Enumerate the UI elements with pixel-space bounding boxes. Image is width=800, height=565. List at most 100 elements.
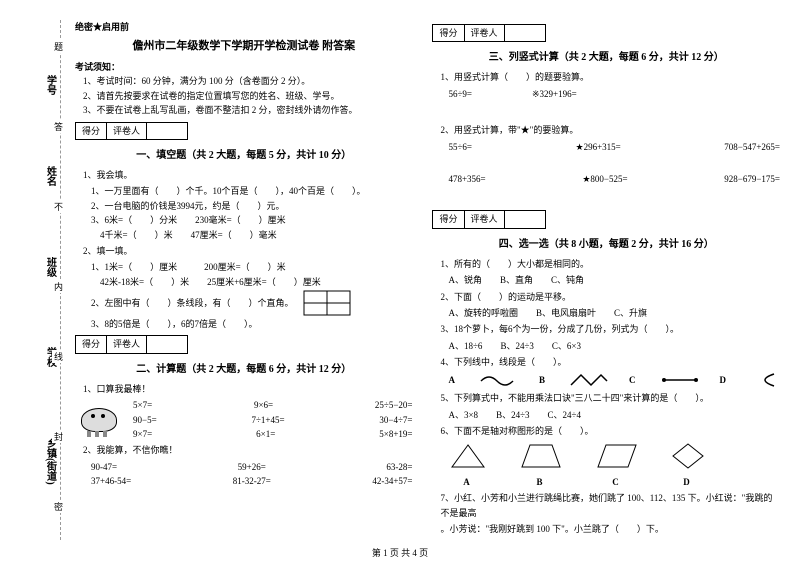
q1-line: 2、一台电脑的价钱是3994元，约是（ ）元。 — [91, 199, 412, 213]
mc-opt: A、3×8 — [448, 410, 478, 420]
calc-cell: 478+356= — [448, 172, 485, 186]
mc-opt: A、旋转的呼啦圈 — [448, 308, 518, 318]
mc-opt: C、6×3 — [552, 341, 581, 351]
calc-cell: 90−5= — [133, 413, 157, 427]
notice-title: 考试须知： — [75, 60, 412, 74]
sec3-q2: 2、用竖式计算，带"★"的要验算。 — [440, 123, 780, 137]
page-content: 绝密★启用前 儋州市二年级数学下学期开学检测试卷 附答案 考试须知： 1、考试时… — [75, 20, 780, 545]
notice-item: 3、不要在试卷上乱写乱画，卷面不整洁扣 2 分，密封线外请勿作答。 — [83, 103, 412, 117]
calc-cell: ★296+315= — [576, 140, 621, 154]
grader-label: 评卷人 — [465, 211, 505, 227]
shape-option: D — [670, 441, 706, 490]
score-box: 得分 评卷人 — [75, 122, 188, 140]
calc-cell: 59+26= — [238, 460, 266, 474]
section-1-title: 一、填空题（共 2 大题，每题 5 分，共计 10 分） — [75, 148, 412, 164]
vlabel-id: 学号 — [43, 75, 58, 95]
dot-label: 封 — [52, 430, 65, 443]
mc-q2: 2、下面（ ）的运动是平移。 — [440, 290, 780, 304]
trapezoid-icon — [518, 441, 564, 471]
segment-line-icon — [660, 371, 700, 389]
calc-cell: 6×1= — [256, 427, 275, 441]
page-footer: 第 1 页 共 4 页 — [372, 546, 428, 559]
q1-line: 4千米=（ ）米 47厘米=（ ）毫米 — [91, 228, 412, 242]
calc-cell: ※329+196= — [532, 87, 577, 101]
mc-opt: D — [720, 373, 727, 387]
calc-cell: 7÷1+45= — [251, 413, 284, 427]
notice-item: 1、考试时间：60 分钟，满分为 100 分（含卷面分 2 分）。 — [83, 74, 412, 88]
mc-q6: 6、下面不是轴对称图形的是（ ）。 — [440, 424, 780, 438]
calc-cell: 90-47= — [91, 460, 117, 474]
calc-cell: 9×7= — [133, 427, 152, 441]
grader-label: 评卷人 — [107, 336, 147, 352]
q1-line: 1、一万里面有（ ）个千。10个百是（ ），40个百是（ ）。 — [91, 184, 412, 198]
score-blank — [147, 123, 187, 139]
section-2-title: 二、计算题（共 2 大题，每题 6 分，共计 12 分） — [75, 362, 412, 378]
dot-label: 不 — [52, 200, 65, 213]
mc-opt: B、24÷3 — [500, 341, 533, 351]
mc-opt: B、直角 — [500, 275, 533, 285]
score-label: 得分 — [76, 336, 107, 352]
wave-line-icon — [479, 371, 519, 389]
score-box: 得分 评卷人 — [432, 210, 545, 228]
vlabel-name: 姓名 — [43, 166, 58, 186]
notice-list: 1、考试时间：60 分钟，满分为 100 分（含卷面分 2 分）。 2、请首先按… — [83, 74, 412, 117]
arc-line-icon — [750, 371, 780, 389]
right-column: 得分 评卷人 三、列竖式计算（共 2 大题，每题 6 分，共计 12 分） 1、… — [432, 20, 780, 545]
calc-q1-title: 1、口算我最棒！ — [83, 382, 412, 396]
zigzag-line-icon — [569, 371, 609, 389]
calc-cell: 5×8+19= — [379, 427, 412, 441]
secret-label: 绝密★启用前 — [75, 20, 412, 34]
calc-cell: 5×7= — [133, 398, 152, 412]
score-blank — [147, 336, 187, 352]
diamond-icon — [670, 441, 706, 471]
shape-option: A — [448, 441, 488, 490]
score-box: 得分 评卷人 — [432, 24, 545, 42]
q2-line: 1、1米=（ ）厘米 200厘米=（ ）米 — [91, 260, 412, 274]
section-3-title: 三、列竖式计算（共 2 大题，每题 6 分，共计 12 分） — [432, 50, 780, 66]
vlabel-town: 乡镇(街道) — [43, 438, 58, 485]
mc-opt: A、锐角 — [448, 275, 482, 285]
mc-opt: C — [629, 373, 636, 387]
alien-icon — [75, 402, 125, 437]
calc-cell: 42-34+57= — [372, 474, 412, 488]
q2-body: 1、1米=（ ）厘米 200厘米=（ ）米 42米-18米=（ ）米 25厘米+… — [91, 260, 412, 331]
mc-q1: 1、所有的（ ）大小都是相同的。 — [440, 257, 780, 271]
mc-opt: B、电风扇扇叶 — [536, 308, 596, 318]
dot-label: 线 — [52, 350, 65, 363]
triangle-icon — [448, 441, 488, 471]
calc-cell: 56÷9= — [448, 87, 472, 101]
calc-grid-2: 90-47=59+26=63-28= 37+46-54=81-32-27=42-… — [91, 460, 412, 489]
shape-option: B — [518, 441, 564, 490]
calc-cell: 37+46-54= — [91, 474, 131, 488]
calc-q2-title: 2、我能算，不信你瞧！ — [83, 443, 412, 457]
q1-body: 1、一万里面有（ ）个千。10个百是（ ），40个百是（ ）。 2、一台电脑的价… — [91, 184, 412, 242]
mc-q5: 5、下列算式中，不能用乘法口诀"三八二十四"来计算的是（ ）。 — [440, 391, 780, 405]
mc-opt: A、18÷6 — [448, 341, 482, 351]
mc-opt: A — [448, 373, 455, 387]
mc-q7-line2: 。小芳说："我刚好跳到 100 下"。小兰跳了（ ）下。 — [440, 522, 780, 536]
q1-line: 3、6米=（ ）分米 230毫米=（ ）厘米 — [91, 213, 412, 227]
calc-cell: 928−679−175= — [724, 172, 780, 186]
grader-label: 评卷人 — [465, 25, 505, 41]
grader-label: 评卷人 — [107, 123, 147, 139]
q2-line: 2、左图中有（ ）条线段，有（ ）个直角。 — [91, 296, 294, 310]
shape-option: C — [594, 441, 640, 490]
q1-title: 1、我会填。 — [83, 168, 412, 182]
rectangle-shape-icon — [302, 289, 352, 317]
q2-line: 3、8的5倍是（ ），6的7倍是（ ）。 — [91, 317, 412, 331]
calc-cell: 30−4÷7= — [379, 413, 412, 427]
q2-title: 2、填一填。 — [83, 244, 412, 258]
mc-opt: C、升旗 — [614, 308, 647, 318]
score-box: 得分 评卷人 — [75, 335, 188, 353]
dot-label: 题 — [52, 40, 65, 53]
left-column: 绝密★启用前 儋州市二年级数学下学期开学检测试卷 附答案 考试须知： 1、考试时… — [75, 20, 412, 545]
dot-label: 答 — [52, 120, 65, 133]
notice-item: 2、请首先按要求在试卷的指定位置填写您的姓名、班级、学号。 — [83, 89, 412, 103]
calc-cell: ★800−525= — [582, 172, 627, 186]
calc-cell: 708−547+265= — [724, 140, 780, 154]
vlabel-class: 班级 — [43, 257, 58, 277]
mc-opt: B、24÷3 — [496, 410, 529, 420]
calc-cell: 55÷6= — [448, 140, 472, 154]
mc-q3: 3、18个萝卜，每6个为一份，分成了几份，列式为（ ）。 — [440, 322, 780, 336]
score-label: 得分 — [433, 211, 464, 227]
